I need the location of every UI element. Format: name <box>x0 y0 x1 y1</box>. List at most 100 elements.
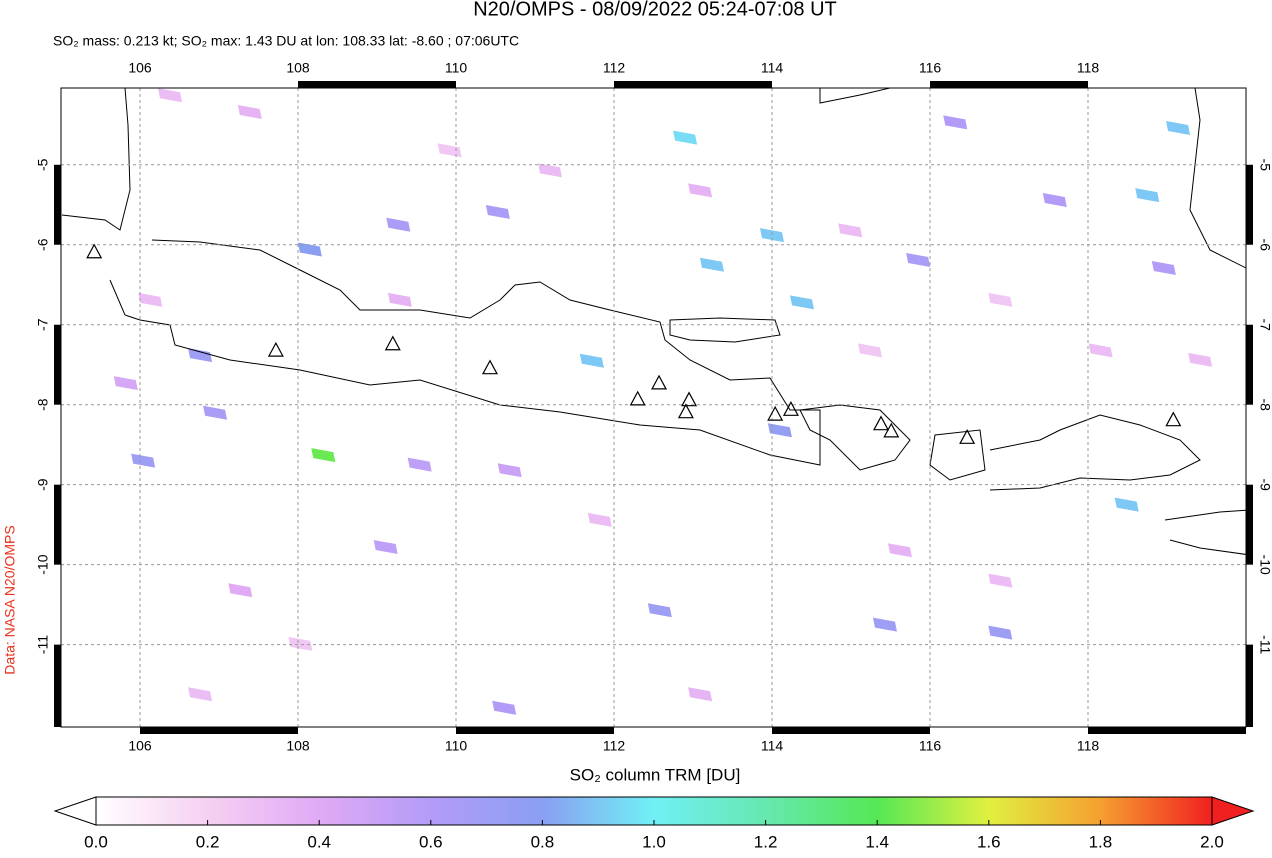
volcano <box>767 405 784 421</box>
volcano <box>629 390 646 406</box>
x-tick-label: 108 <box>286 738 310 754</box>
volcano <box>86 243 103 259</box>
colorbar-tick-label: 1.2 <box>754 832 778 851</box>
y-tick-label: -6 <box>1257 239 1272 252</box>
so2-pixel <box>988 625 1013 640</box>
y-tick-label: -8 <box>35 398 51 411</box>
coast-sulawesi <box>1189 88 1246 269</box>
colorbar-tick-label: 1.4 <box>865 832 889 851</box>
so2-pixel <box>1042 192 1067 207</box>
x-tick-label: 114 <box>761 60 784 76</box>
so2-pixel <box>1166 120 1191 135</box>
volcano <box>677 403 694 419</box>
so2-pixel <box>579 353 604 368</box>
subtitle: SO₂ mass: 0.213 kt; SO₂ max: 1.43 DU at … <box>53 33 519 49</box>
frame-bar <box>1246 644 1253 727</box>
frame-bar <box>1246 164 1253 245</box>
x-tick-label: 110 <box>445 738 468 754</box>
so2-pixel <box>203 405 228 420</box>
y-tick-label: -11 <box>35 635 51 654</box>
frame-bar <box>54 324 61 405</box>
x-tick-label: 118 <box>1077 60 1100 76</box>
y-tick-label: -9 <box>35 478 51 491</box>
volcano <box>1165 411 1182 427</box>
x-tick-label: 110 <box>445 60 468 76</box>
so2-pixel <box>288 636 313 651</box>
frame-bar <box>614 81 772 88</box>
so2-pixel <box>131 453 156 468</box>
volcano <box>267 341 284 357</box>
y-tick-label: -5 <box>1257 159 1272 172</box>
pixel-layer <box>113 88 1213 715</box>
so2-pixel <box>838 223 863 238</box>
frame-bar <box>298 81 456 88</box>
x-tick-label: 112 <box>603 60 626 76</box>
so2-pixel <box>188 348 213 363</box>
x-tick-label: 112 <box>603 738 626 754</box>
y-tick-label: -9 <box>1257 478 1272 491</box>
so2-pixel <box>188 687 213 702</box>
so2-pixel <box>497 463 522 478</box>
frame-bar <box>54 164 61 245</box>
so2-pixel <box>790 295 815 310</box>
so2-pixel <box>1151 260 1176 275</box>
frame-bar <box>1246 324 1253 405</box>
volcano <box>782 401 799 416</box>
x-tick-label: 114 <box>761 738 784 754</box>
frame-bar <box>1246 484 1253 565</box>
frame-bar <box>54 484 61 565</box>
so2-pixel <box>767 423 792 438</box>
colorbar-tick-label: 0.8 <box>531 832 555 851</box>
so2-pixel <box>887 543 912 558</box>
so2-pixel <box>699 257 724 272</box>
so2-pixel <box>311 448 336 463</box>
x-tick-label: 106 <box>128 738 152 754</box>
coast-borneo <box>819 88 891 104</box>
coast-lombok <box>929 429 986 481</box>
so2-pixel <box>387 292 412 307</box>
x-tick-label: 108 <box>286 60 310 76</box>
volcano <box>873 415 890 431</box>
so2-pixel <box>647 603 672 618</box>
so2-pixel <box>1188 352 1213 367</box>
so2-pixel <box>138 292 163 307</box>
coast-java <box>109 239 821 466</box>
y-tick-label: -10 <box>1257 555 1272 575</box>
so2-pixel <box>688 183 713 198</box>
y-tick-label: -11 <box>1257 635 1272 654</box>
x-tick-label: 106 <box>128 60 152 76</box>
so2-pixel <box>158 88 183 103</box>
so2-pixel <box>297 242 322 257</box>
coast-sumba <box>1164 509 1246 555</box>
colorbar-tick-label: 1.6 <box>977 832 1001 851</box>
so2-pixel <box>437 143 462 158</box>
so2-pixel <box>988 292 1013 307</box>
colorbar-under <box>53 796 97 826</box>
coast-bali <box>799 404 911 471</box>
y-tick-label: -5 <box>35 158 51 171</box>
colorbar-tick-label: 2.0 <box>1200 832 1224 851</box>
so2-pixel <box>373 540 398 555</box>
overlay <box>54 81 1253 734</box>
so2-pixel <box>237 104 262 119</box>
y-tick-label: -7 <box>1257 318 1272 331</box>
frame-bar <box>1088 727 1246 734</box>
so2-pixel <box>228 583 253 598</box>
colorbar-tick-label: 0.0 <box>84 832 108 851</box>
so2-pixel <box>407 457 432 472</box>
volcano <box>384 335 401 351</box>
y-tick-label: -10 <box>35 554 51 574</box>
coast-sumatra <box>61 88 131 231</box>
so2-pixel <box>587 512 612 527</box>
colorbar-label: SO₂ column TRM [DU] <box>570 765 741 784</box>
y-tick-label: -7 <box>35 318 51 331</box>
volcano <box>651 374 668 390</box>
frame-bar <box>140 727 298 734</box>
colorbar-tick-label: 1.8 <box>1089 832 1113 851</box>
colorbar-tick-label: 1.0 <box>642 832 666 851</box>
coast-madura <box>669 317 781 343</box>
so2-pixel <box>872 617 897 632</box>
so2-pixel <box>857 343 882 358</box>
so2-pixel <box>492 700 517 715</box>
volcano <box>883 422 900 438</box>
